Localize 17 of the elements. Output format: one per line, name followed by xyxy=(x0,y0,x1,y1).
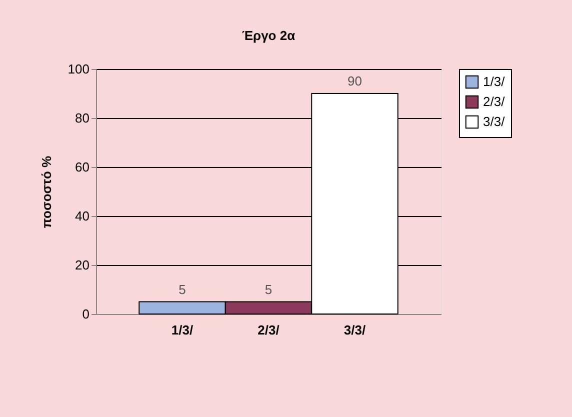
x-tick-label: 2/3/ xyxy=(258,322,280,338)
legend-label: 1/3/ xyxy=(483,74,506,89)
x-tick-label: 3/3/ xyxy=(344,322,366,338)
data-label: 5 xyxy=(178,282,186,297)
data-label: 90 xyxy=(348,74,362,88)
y-tick-label: 0 xyxy=(82,306,90,322)
data-label: 5 xyxy=(264,282,272,297)
y-tick-label: 100 xyxy=(68,62,90,76)
legend-label: 3/3/ xyxy=(483,114,506,129)
y-axis-title: ποσοστό % xyxy=(38,155,54,228)
x-tick-label: 1/3/ xyxy=(171,322,194,338)
y-tick-label: 60 xyxy=(75,160,90,174)
chart-title: Έργο 2α xyxy=(242,28,296,43)
y-tick-label: 20 xyxy=(75,258,90,272)
y-tick-label: 80 xyxy=(75,110,90,126)
y-tick-label: 40 xyxy=(75,208,90,224)
legend-label: 2/3/ xyxy=(483,94,506,109)
